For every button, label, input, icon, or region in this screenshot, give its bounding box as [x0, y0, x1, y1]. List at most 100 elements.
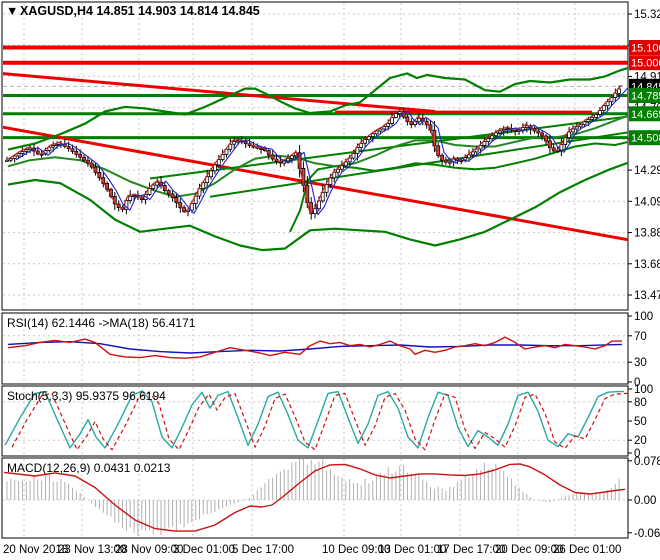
candle-body: [574, 126, 579, 130]
candle-body: [205, 176, 210, 183]
candle-body: [324, 184, 329, 193]
candle-body: [216, 159, 221, 166]
rsi-line: [7, 336, 622, 359]
price-badge: [629, 106, 660, 122]
candle-body: [336, 168, 341, 173]
candle-body: [366, 136, 371, 140]
time-axis-label: 23 Nov 13:00: [58, 544, 126, 556]
rsi-ma-line: [7, 341, 623, 354]
candle-body: [571, 128, 575, 133]
candle-body: [594, 114, 598, 118]
fast-ma-red-line: [7, 84, 623, 215]
fast-ma-blue-line: [15, 87, 628, 216]
price-axis-label: 15.320: [634, 9, 660, 21]
candle-body: [359, 142, 364, 148]
candle-body: [524, 125, 529, 129]
candle-body: [363, 139, 368, 144]
rsi-content: [3, 314, 628, 383]
candle-body: [313, 208, 317, 214]
candle-body: [189, 202, 194, 211]
candle-body: [436, 145, 441, 156]
candle-body: [151, 184, 156, 189]
candle-body: [51, 145, 56, 148]
candle-body: [328, 177, 333, 185]
time-axis-label: 20 Nov 2018: [3, 544, 68, 556]
chart-title-quote: XAGUSD,H4 14.851 14.903 14.814 14.845: [20, 4, 260, 18]
rsi-indicator-label: RSI(14) 62.1446 ->MA(18) 56.4171: [7, 316, 196, 330]
price-badge: [629, 55, 660, 71]
candle-body: [228, 143, 233, 150]
price-axis[interactable]: 15.32015.11514.91014.70514.50014.29514.0…: [628, 9, 660, 540]
candle-body: [370, 133, 375, 137]
symbol-dropdown-marker[interactable]: ▼: [6, 4, 18, 18]
candle-body: [374, 130, 379, 135]
macd-signal-line: [3, 463, 626, 532]
candle-body: [386, 123, 391, 127]
candle-body: [339, 165, 344, 170]
candle-body: [309, 202, 314, 214]
red-trendline: [3, 72, 436, 113]
candle-body: [447, 161, 452, 164]
bollinger-lower-line: [7, 161, 628, 252]
candle-body: [567, 131, 571, 139]
candle-body: [544, 135, 548, 142]
candle-body: [332, 171, 337, 179]
time-axis-label: 28 Nov 09:00: [115, 544, 183, 556]
time-axis-label: 5 Dec 17:00: [232, 544, 294, 556]
main-chart-panel[interactable]: [1, 1, 629, 311]
candle-body: [486, 138, 491, 142]
candle-body: [16, 153, 21, 157]
time-axis-label: 20 Dec 09:00: [495, 544, 563, 556]
price-badge: [629, 40, 660, 55]
time-axis-label: 17 Dec 17:00: [437, 544, 505, 556]
candle-body: [474, 148, 479, 153]
price-axis-label: 13.680: [634, 259, 660, 271]
candle-body: [586, 119, 591, 123]
candle-body: [351, 152, 356, 159]
rsi-axis-label: 70: [634, 331, 647, 343]
candle-body: [193, 195, 198, 204]
stoch-signal-line: [11, 392, 628, 451]
candle-body: [505, 127, 510, 130]
candle-body: [224, 148, 229, 155]
candle-body: [8, 157, 13, 161]
candle-body: [236, 140, 240, 143]
candle-body: [470, 151, 475, 156]
rsi-axis-label: 100: [634, 311, 653, 323]
price-badge: [629, 130, 660, 146]
candle-body: [467, 154, 471, 159]
time-axis-label: 3 Dec 01:00: [173, 544, 235, 556]
candle-body: [416, 117, 421, 122]
stoch-content: [3, 387, 628, 455]
envelope-inner-lower-line: [289, 140, 628, 233]
candle-body: [497, 130, 502, 134]
candle-body: [197, 188, 202, 197]
candle-body: [201, 182, 206, 189]
main-chart-content: [3, 45, 628, 252]
candle-body: [355, 147, 360, 154]
candle-body: [578, 124, 583, 128]
candle-body: [12, 155, 17, 159]
candle-body: [613, 92, 618, 98]
price-axis-label: 13.475: [634, 290, 660, 302]
candle-body: [155, 181, 160, 186]
candle-body: [132, 194, 137, 197]
price-axis-label: 14.295: [634, 165, 660, 177]
candle-body: [286, 158, 291, 162]
candle-body: [605, 101, 610, 107]
candle-body: [128, 195, 133, 201]
candle-body: [347, 157, 352, 163]
candle-body: [55, 143, 59, 146]
candle-body: [609, 97, 614, 103]
candle-body: [212, 164, 217, 172]
stoch-axis-label: 80: [634, 397, 647, 409]
candle-body: [490, 135, 495, 140]
price-badge-label: 15.100: [631, 43, 660, 55]
candle-body: [220, 154, 225, 160]
candle-body: [482, 141, 487, 146]
candle-body: [493, 132, 498, 137]
candle-body: [382, 126, 387, 130]
